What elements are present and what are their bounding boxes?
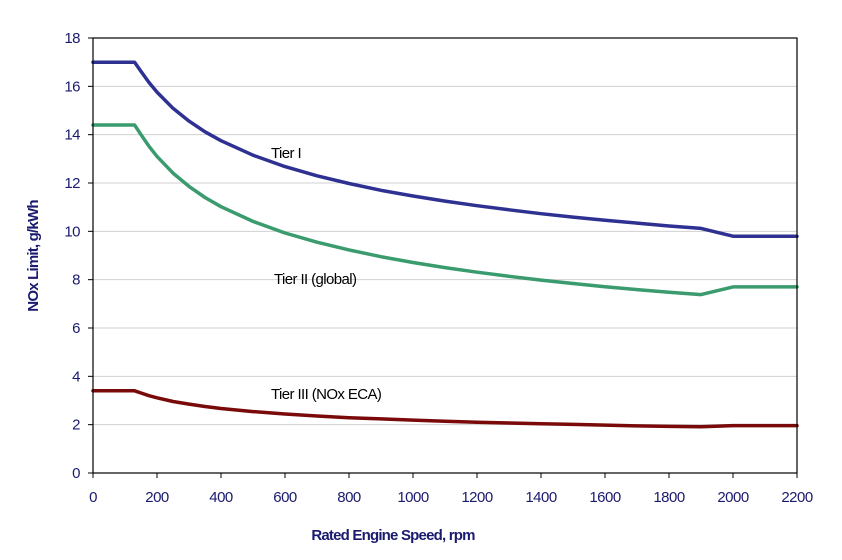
x-axis-ticks: 0 200 400 600 800 1000 1200 1400 1600 1800 2000 220… (89, 473, 813, 506)
series-label-tier-3: Tier III (NOx ECA) (271, 386, 382, 403)
x-tick-label: 200 (145, 489, 169, 506)
plot-background (93, 38, 797, 473)
y-axis-ticks: 0 2 4 6 8 10 12 14 16 18 (64, 30, 93, 482)
x-tick-label: 1400 (525, 489, 557, 506)
y-tick-label: 6 (72, 320, 80, 337)
series-layer (91, 60, 799, 429)
plot-frame (92, 37, 798, 474)
x-tick-label: 1800 (653, 489, 685, 506)
y-tick-label: 2 (72, 417, 80, 434)
x-tick-label: 1600 (589, 489, 621, 506)
x-tick-label: 2000 (717, 489, 749, 506)
x-tick-label: 400 (209, 489, 233, 506)
x-tick-label: 1200 (461, 489, 493, 506)
y-tick-label: 14 (64, 127, 80, 144)
y-axis-title: NOx Limit, g/kWh (25, 200, 42, 312)
series-line-2 (91, 123, 799, 297)
series-line-3 (91, 389, 799, 429)
y-tick-label: 18 (64, 30, 80, 47)
y-tick-label: 16 (64, 78, 80, 95)
y-tick-label: 0 (72, 465, 80, 482)
y-tick-label: 10 (64, 223, 80, 240)
x-tick-label: 800 (337, 489, 361, 506)
y-tick-label: 12 (64, 175, 80, 192)
x-tick-label: 1000 (397, 489, 429, 506)
x-tick-label: 0 (89, 489, 97, 506)
series-label-tier-1: Tier I (271, 145, 301, 162)
y-tick-label: 8 (72, 272, 80, 289)
y-tick-label: 4 (72, 368, 80, 385)
x-tick-label: 600 (273, 489, 297, 506)
series-label-tier-2: Tier II (global) (274, 271, 357, 288)
x-axis-title: Rated Engine Speed, rpm (311, 527, 475, 544)
x-tick-label: 2200 (781, 489, 813, 506)
series-line-1 (91, 60, 799, 238)
